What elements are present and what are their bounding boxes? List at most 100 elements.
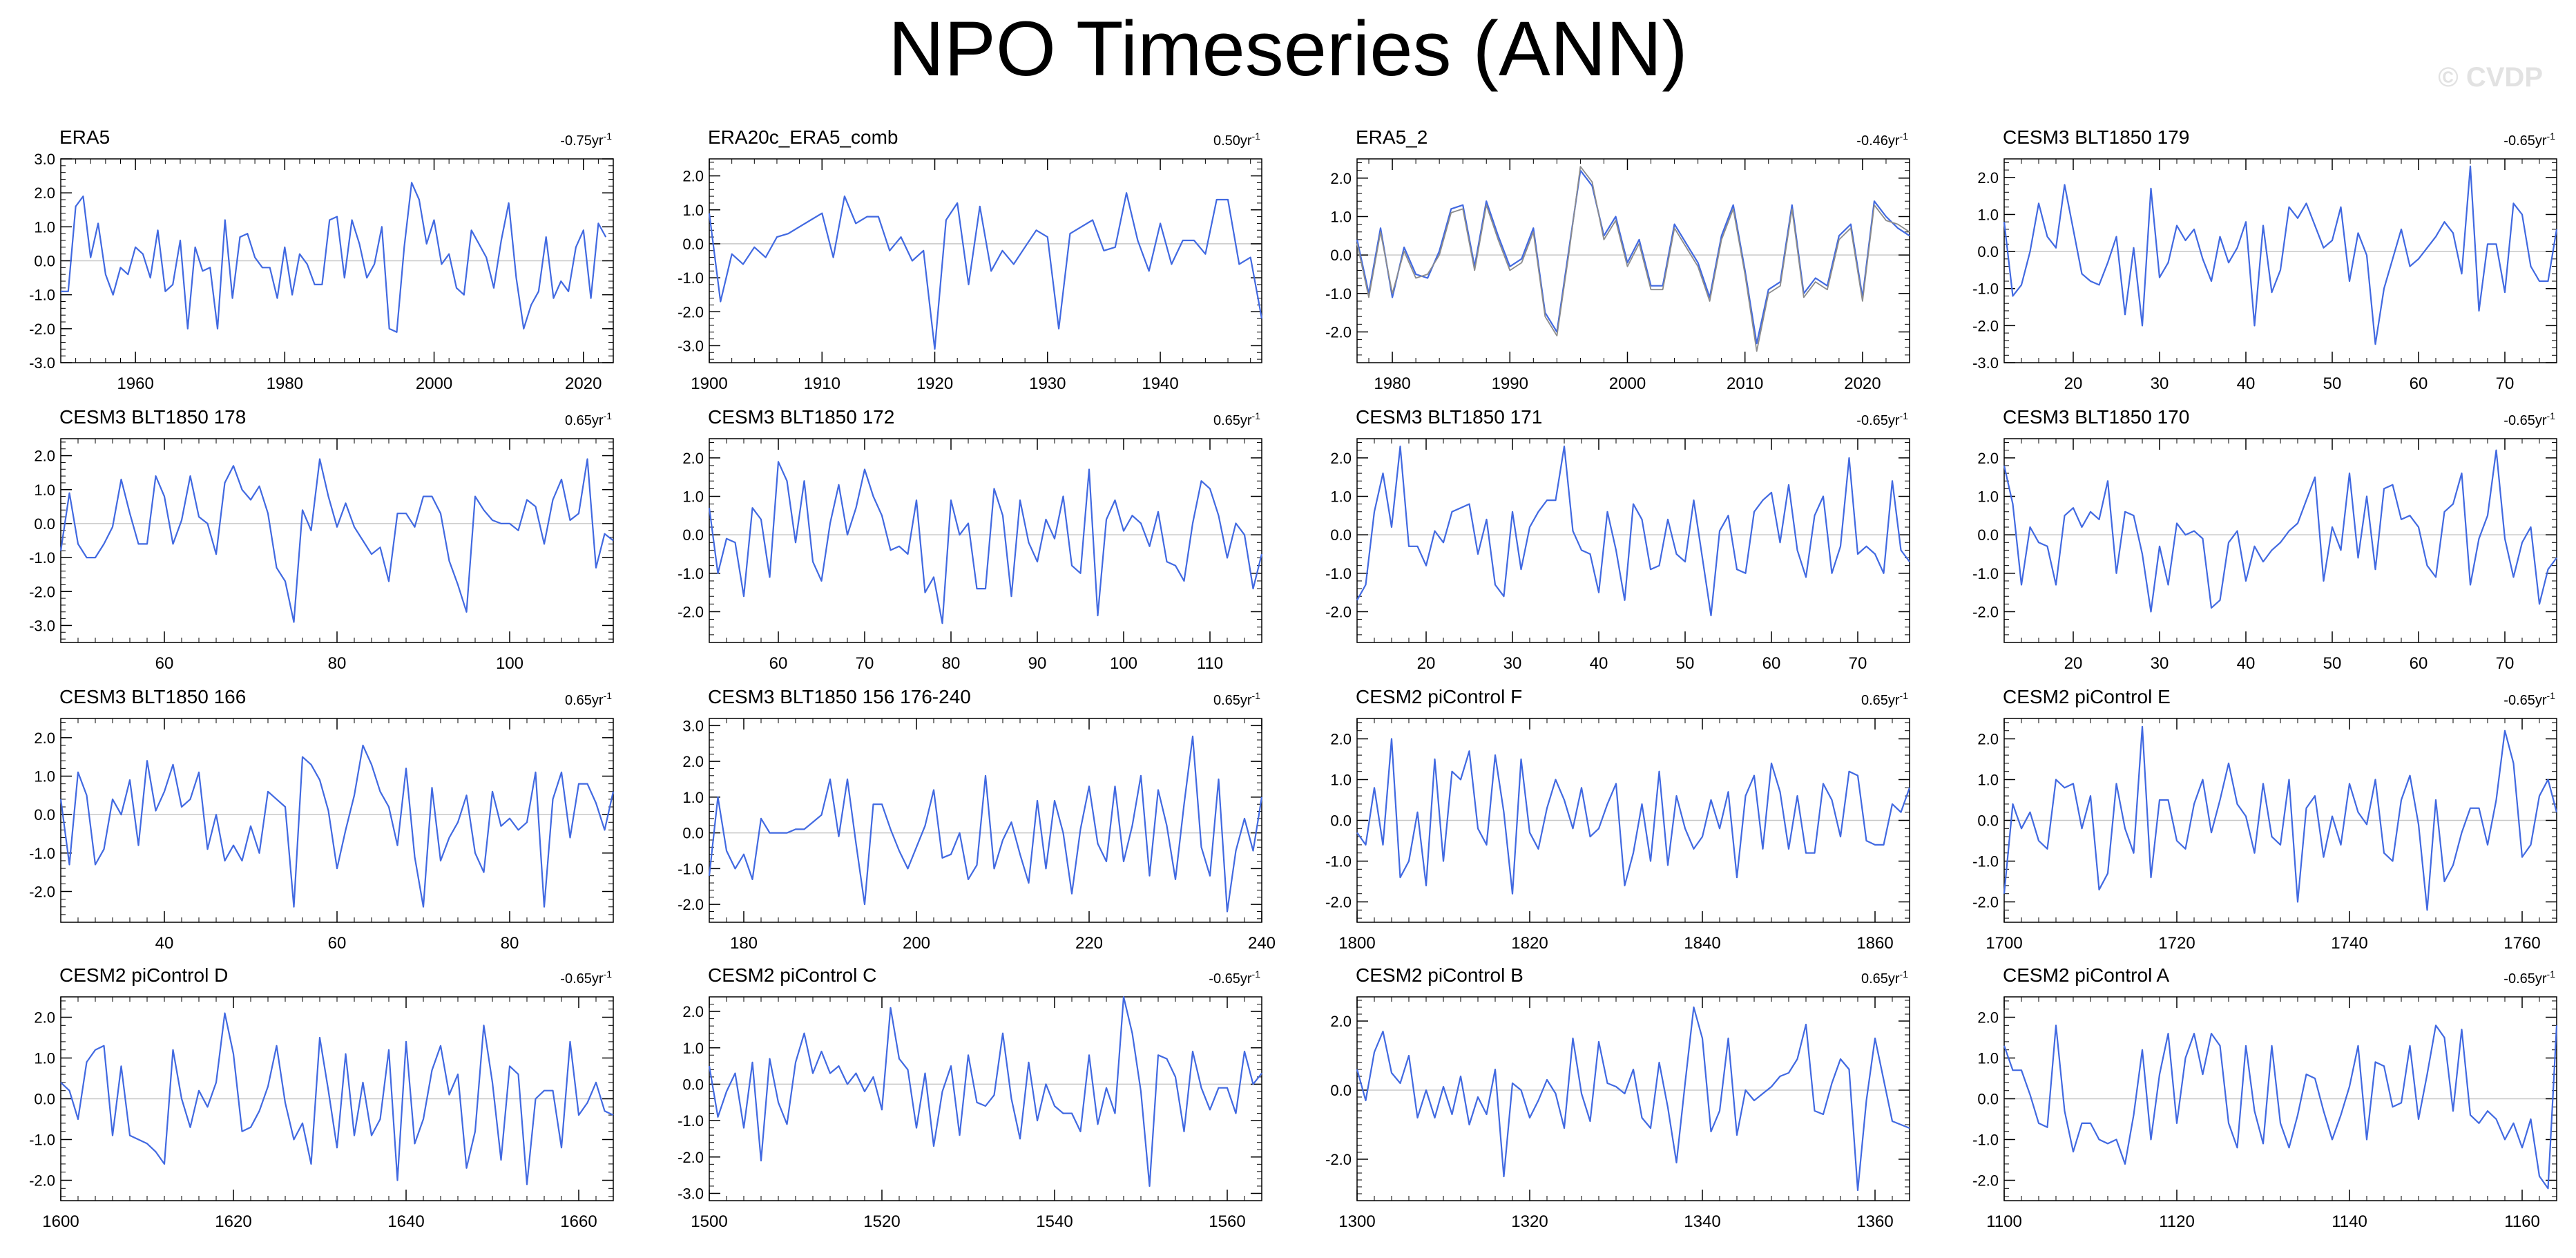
panel-title: CESM3 BLT1850 172 bbox=[708, 406, 894, 428]
x-tick-label: 50 bbox=[1676, 654, 1695, 673]
y-tick-label: 2.0 bbox=[682, 450, 704, 467]
x-tick-label: 50 bbox=[2323, 654, 2342, 673]
y-tick-label: 0.0 bbox=[682, 1076, 704, 1093]
y-tick-label: -2.0 bbox=[1325, 323, 1352, 341]
trend-exponent: -1 bbox=[1900, 410, 1909, 421]
series-line bbox=[708, 192, 1263, 350]
y-tick-label: 1.0 bbox=[34, 482, 55, 499]
trend-value: -0.65yr bbox=[2503, 413, 2547, 428]
plot-frame bbox=[709, 718, 1262, 923]
trend-value: -0.65yr bbox=[2503, 693, 2547, 708]
x-tick-label: 70 bbox=[2496, 654, 2515, 673]
y-tick-label: 2.0 bbox=[1330, 1013, 1352, 1030]
y-tick-label: 1.0 bbox=[1330, 772, 1352, 789]
x-tick-label: 2010 bbox=[1727, 374, 1763, 393]
y-tick-label: -2.0 bbox=[1972, 894, 1999, 911]
trend-exponent: -1 bbox=[1900, 131, 1909, 142]
chart-panel: CESM3 BLT1850 178 0.65yr-1 60 80 100 -3.0 -2.0… bbox=[29, 406, 614, 673]
x-tick-label: 40 bbox=[2237, 374, 2256, 393]
panel-title: CESM2 piControl B bbox=[1356, 964, 1524, 986]
x-tick-label: 60 bbox=[155, 654, 174, 673]
y-tick-label: -1.0 bbox=[1325, 853, 1352, 870]
x-tick-label: 1900 bbox=[691, 374, 727, 393]
series-line bbox=[2003, 1024, 2558, 1190]
cvdp-watermark: © CVDP bbox=[2438, 62, 2543, 93]
x-tick-label: 1960 bbox=[117, 374, 153, 393]
x-tick-label: 180 bbox=[730, 934, 758, 953]
y-tick-label: 1.0 bbox=[1977, 206, 1999, 223]
trend-exponent: -1 bbox=[1900, 690, 1909, 701]
x-tick-label: 1560 bbox=[1209, 1212, 1245, 1231]
y-tick-label: 1.0 bbox=[682, 1040, 704, 1057]
panel-title: CESM2 piControl C bbox=[708, 964, 876, 986]
y-tick-label: -1.0 bbox=[1972, 853, 1999, 870]
y-tick-label: 0.0 bbox=[682, 526, 704, 544]
trend-value: 0.65yr bbox=[1861, 693, 1900, 708]
x-tick-label: 20 bbox=[1417, 654, 1436, 673]
x-tick-label: 60 bbox=[769, 654, 788, 673]
y-tick-label: 2.0 bbox=[682, 1003, 704, 1020]
y-tick-label: 1.0 bbox=[34, 768, 55, 785]
chart-panel: CESM3 BLT1850 179 -0.65yr-1 20 30 40 50 60 70 -3… bbox=[1972, 126, 2558, 393]
plot-frame bbox=[2003, 158, 2557, 363]
y-tick-label: 2.0 bbox=[1330, 450, 1352, 467]
x-tick-label: 1990 bbox=[1492, 374, 1528, 393]
y-tick-label: -1.0 bbox=[29, 549, 55, 566]
series-line bbox=[1356, 1006, 1910, 1192]
chart-panel: CESM3 BLT1850 166 0.65yr-1 40 60 80 -2.0 -1.0 0… bbox=[29, 686, 615, 953]
series-line bbox=[708, 995, 1262, 1188]
y-tick-label: 0.0 bbox=[34, 806, 55, 823]
y-tick-label: 1.0 bbox=[682, 789, 704, 806]
x-tick-label: 1320 bbox=[1511, 1212, 1548, 1231]
trend-label: -0.65yr-1 bbox=[1209, 969, 1260, 987]
trend-label: -0.46yr-1 bbox=[1856, 131, 1908, 149]
trend-label: 0.65yr-1 bbox=[1861, 690, 1908, 708]
trend-label: -0.75yr-1 bbox=[560, 131, 612, 149]
y-tick-label: 3.0 bbox=[682, 717, 704, 734]
trend-value: -0.65yr bbox=[560, 971, 604, 987]
x-tick-label: 1520 bbox=[863, 1212, 900, 1231]
x-tick-label: 1540 bbox=[1036, 1212, 1073, 1231]
trend-exponent: -1 bbox=[1252, 969, 1261, 980]
series-line bbox=[708, 461, 1263, 625]
y-tick-label: 0.0 bbox=[682, 236, 704, 253]
y-tick-label: -1.0 bbox=[1972, 1132, 1999, 1149]
y-tick-label: -2.0 bbox=[677, 1149, 704, 1166]
y-tick-label: 0.0 bbox=[1977, 1091, 1999, 1108]
panel-title: CESM3 BLT1850 171 bbox=[1356, 406, 1542, 428]
chart-panel: ERA5_2 -0.46yr-1 1980 1990 2000 2010 2020 -2.0 -… bbox=[1325, 126, 1910, 393]
trend-value: -0.75yr bbox=[560, 133, 604, 149]
y-tick-label: 2.0 bbox=[1977, 169, 1999, 187]
chart-panel: CESM2 piControl E -0.65yr-1 1700 1720 1740 17… bbox=[1972, 686, 2558, 953]
y-tick-label: 1.0 bbox=[682, 488, 704, 505]
plot-frame bbox=[2003, 438, 2557, 643]
plot-frame bbox=[60, 438, 614, 643]
y-tick-label: 0.0 bbox=[34, 253, 55, 270]
y-tick-label: 0.0 bbox=[34, 1091, 55, 1108]
y-tick-label: -1.0 bbox=[29, 1132, 55, 1149]
x-tick-label: 60 bbox=[2410, 374, 2428, 393]
series-line bbox=[61, 182, 607, 333]
trend-value: -0.65yr bbox=[2503, 133, 2547, 149]
series-line bbox=[2003, 165, 2558, 345]
x-tick-label: 1100 bbox=[1986, 1212, 2022, 1231]
y-tick-label: -2.0 bbox=[1325, 603, 1352, 620]
y-tick-label: -2.0 bbox=[677, 603, 704, 620]
plot-frame bbox=[709, 158, 1262, 363]
trend-label: -0.65yr-1 bbox=[1856, 410, 1908, 428]
y-tick-label: -3.0 bbox=[29, 354, 55, 372]
y-tick-label: 2.0 bbox=[34, 184, 55, 202]
y-tick-label: -2.0 bbox=[29, 321, 55, 338]
x-tick-label: 100 bbox=[496, 654, 523, 673]
plot-frame bbox=[709, 438, 1262, 643]
y-tick-label: -3.0 bbox=[677, 337, 704, 354]
y-tick-label: 0.0 bbox=[1977, 812, 1999, 830]
x-tick-label: 40 bbox=[1590, 654, 1608, 673]
series-line bbox=[1356, 169, 1910, 345]
panel-title: CESM2 piControl D bbox=[59, 964, 228, 986]
trend-value: 0.65yr bbox=[565, 413, 604, 428]
series-line bbox=[60, 1012, 614, 1185]
y-tick-label: 2.0 bbox=[1330, 170, 1352, 187]
x-tick-label: 1300 bbox=[1338, 1212, 1375, 1231]
